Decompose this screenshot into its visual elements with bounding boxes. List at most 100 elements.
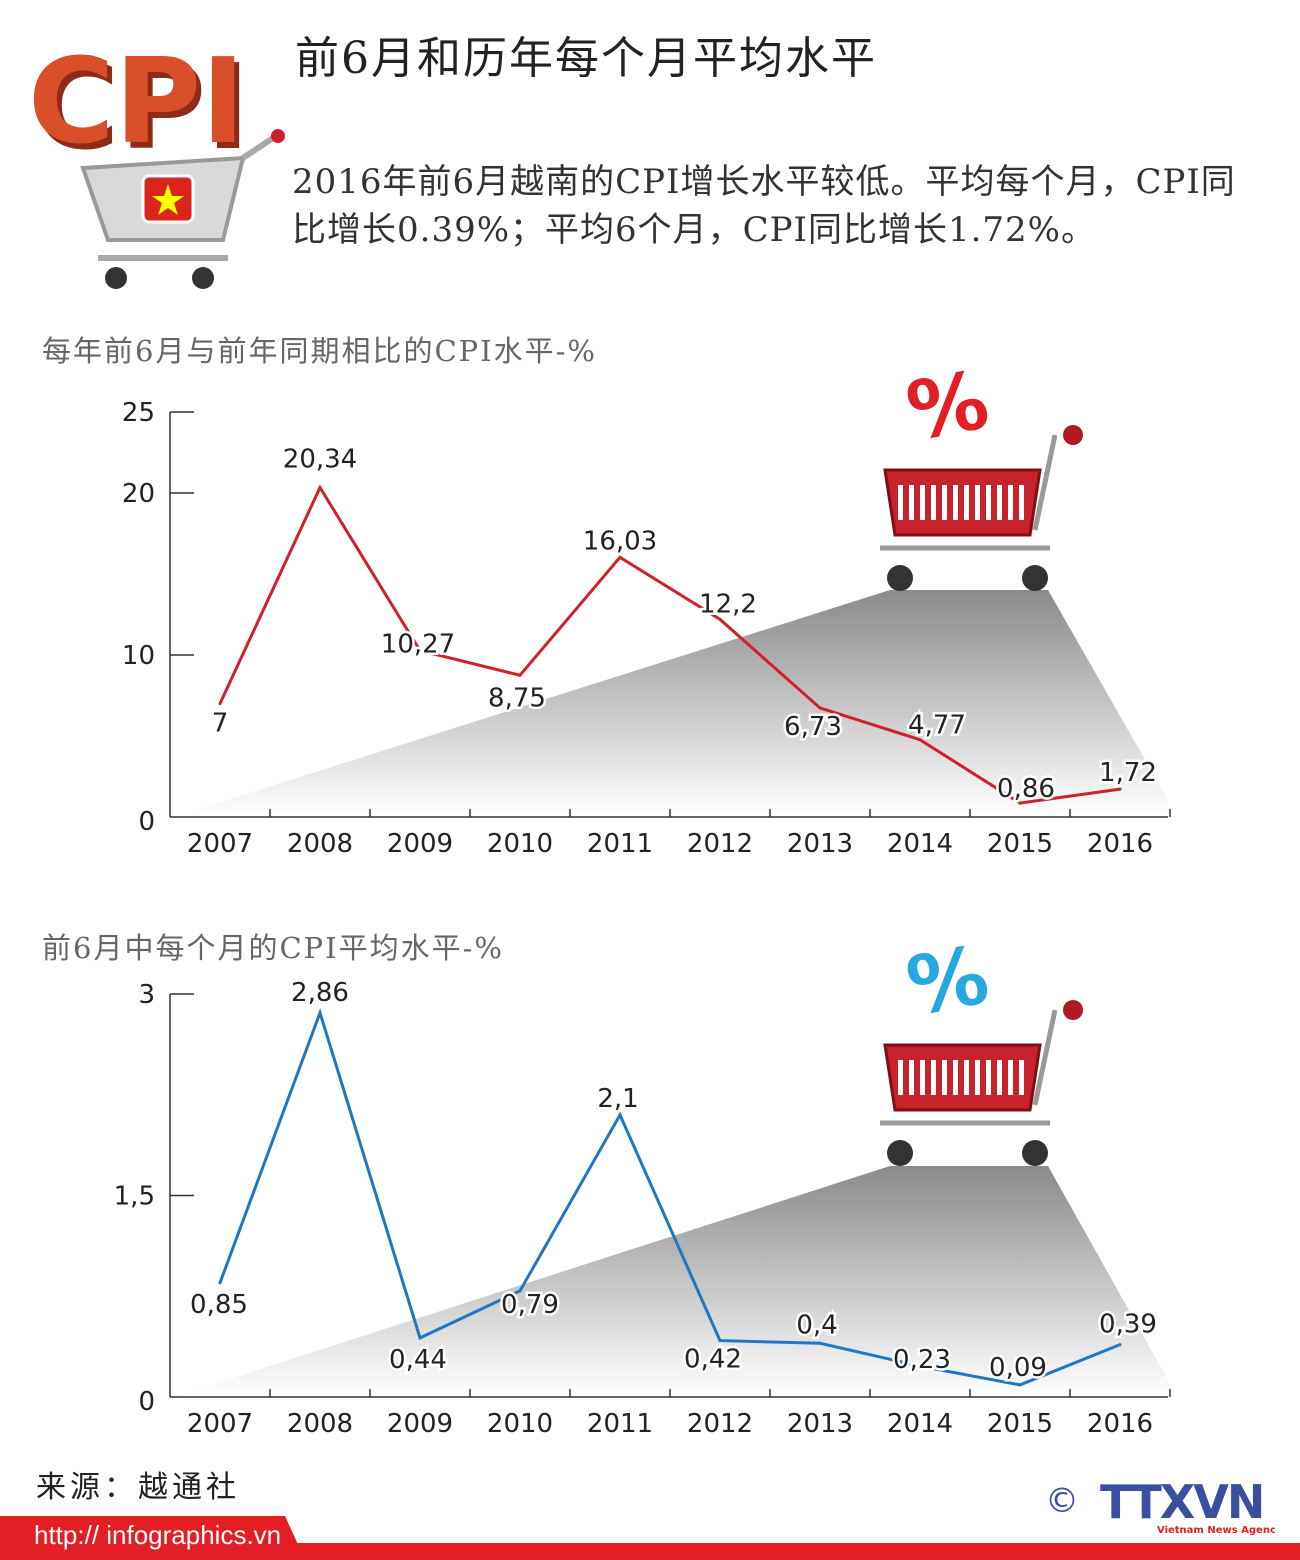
data-point (1118, 1343, 1122, 1347)
percent-sign: % (900, 353, 995, 459)
cart-slot (964, 485, 969, 520)
x-tick-label: 2010 (487, 829, 553, 859)
chart2-title: 前6月中每个月的CPI平均水平-% (42, 931, 504, 965)
data-label: 0,23 (893, 1345, 951, 1375)
cpi-cart-logo: CPI (28, 32, 285, 289)
data-point (1018, 801, 1022, 805)
x-tick-label: 2009 (387, 829, 453, 859)
data-label: 2,1 (597, 1084, 638, 1114)
shopping-cart-percent-icon: % (880, 353, 1083, 591)
data-label: 0,42 (684, 1345, 742, 1375)
data-point (618, 555, 622, 559)
data-label: 0,44 (389, 1345, 447, 1375)
cart-grip (1063, 425, 1083, 445)
cart-basket (883, 1043, 1042, 1112)
cart-slot (898, 1060, 903, 1095)
data-label: 0,86 (997, 774, 1055, 804)
copyright-icon: © (1045, 1481, 1079, 1521)
x-tick-label: 2012 (687, 829, 753, 859)
data-label: 0,39 (1099, 1310, 1157, 1340)
x-tick-label: 2016 (1087, 829, 1153, 859)
data-point (1118, 787, 1122, 791)
data-point (1018, 1383, 1022, 1387)
cart-slot (975, 485, 980, 520)
footer-bar (0, 1543, 1300, 1560)
data-point (218, 1281, 222, 1285)
x-tick-label: 2014 (887, 1409, 953, 1439)
data-label: 0,09 (989, 1353, 1047, 1383)
y-tick-label: 20 (122, 479, 155, 509)
cart-slot (975, 1060, 980, 1095)
cart-slot (986, 485, 991, 520)
data-label: 8,75 (488, 683, 546, 713)
cpi-logo-text: CPI (28, 32, 245, 170)
floor-shadow (180, 590, 1168, 815)
cart-slot (964, 1060, 969, 1095)
x-tick-label: 2015 (987, 1409, 1053, 1439)
website-link[interactable]: http:// infographics.vn (34, 1520, 282, 1550)
data-point (818, 706, 822, 710)
chart2: % 0 1,5 3 2007 2008 2009 2010 2011 2012 2013 2014 20… (114, 928, 1171, 1439)
data-label: 6,73 (784, 712, 842, 742)
x-tick-label: 2012 (687, 1409, 753, 1439)
data-label: 16,03 (583, 526, 657, 556)
cart-slot (931, 1060, 936, 1095)
data-label: 10,27 (381, 630, 455, 660)
data-point (618, 1113, 622, 1117)
data-point (718, 1339, 722, 1343)
data-label: 0,85 (190, 1290, 248, 1320)
x-tick-label: 2007 (187, 829, 253, 859)
cart-handle (1032, 1009, 1058, 1106)
cart-slot (997, 485, 1002, 520)
page-title: 前6月和历年每个月平均水平 (295, 33, 877, 84)
x-tick-label: 2013 (787, 1409, 853, 1439)
data-point (318, 1011, 322, 1015)
cart-wheel (887, 1140, 913, 1166)
cart-wheel (887, 565, 913, 591)
x-tick-label: 2011 (587, 829, 653, 859)
cart-slot (942, 485, 947, 520)
cart-slot (1008, 1060, 1013, 1095)
y-tick-label: 0 (138, 1387, 155, 1417)
data-point (418, 1336, 422, 1340)
x-tick-label: 2008 (287, 1409, 353, 1439)
x-tick-label: 2015 (987, 829, 1053, 859)
chart1: % 0 10 20 25 2007 2008 2009 2010 2011 2012 2013 2014… (122, 353, 1171, 859)
cart-slot (942, 1060, 947, 1095)
brand-subtitle: Vietnam News Agency (1157, 1525, 1275, 1536)
ttxvn-logo: © TTXVN Vietnam News Agency (1045, 1478, 1275, 1536)
y-tick-label: 0 (138, 807, 155, 837)
brand-name: TTXVN (1100, 1478, 1263, 1529)
cart-slot (953, 485, 958, 520)
series-line (218, 484, 1121, 805)
cart-slot (898, 485, 903, 520)
cart-slot (953, 1060, 958, 1095)
data-point (518, 1289, 522, 1293)
shopping-cart-percent-icon: % (880, 928, 1083, 1166)
data-point (818, 1341, 822, 1345)
source-text: 来源：越通社 (36, 1470, 240, 1505)
cart-slot (1019, 1060, 1024, 1095)
cart-wheel (1022, 1140, 1048, 1166)
x-tick-label: 2010 (487, 1409, 553, 1439)
intro-text: 2016年前6月越南的CPI增长水平较低。平均每个月，CPI同比增长0.39%；… (292, 162, 1236, 250)
x-tick-label: 2009 (387, 1409, 453, 1439)
x-tick-label: 2007 (187, 1409, 253, 1439)
floor-shadow (180, 1166, 1168, 1395)
y-tick-label: 25 (122, 398, 155, 428)
cart-slot (909, 1060, 914, 1095)
data-label: 0,79 (501, 1290, 559, 1320)
data-label: 2,86 (291, 978, 349, 1008)
x-tick-label: 2014 (887, 829, 953, 859)
cart-slot (920, 485, 925, 520)
data-label: 20,34 (283, 444, 357, 474)
cart-slot (931, 485, 936, 520)
cart-wheel (1022, 565, 1048, 591)
cart-slot (1019, 485, 1024, 520)
data-label: 0,4 (796, 1310, 837, 1340)
data-point (518, 673, 522, 677)
x-tick-label: 2013 (787, 829, 853, 859)
x-tick-label: 2016 (1087, 1409, 1153, 1439)
data-point (318, 485, 322, 489)
